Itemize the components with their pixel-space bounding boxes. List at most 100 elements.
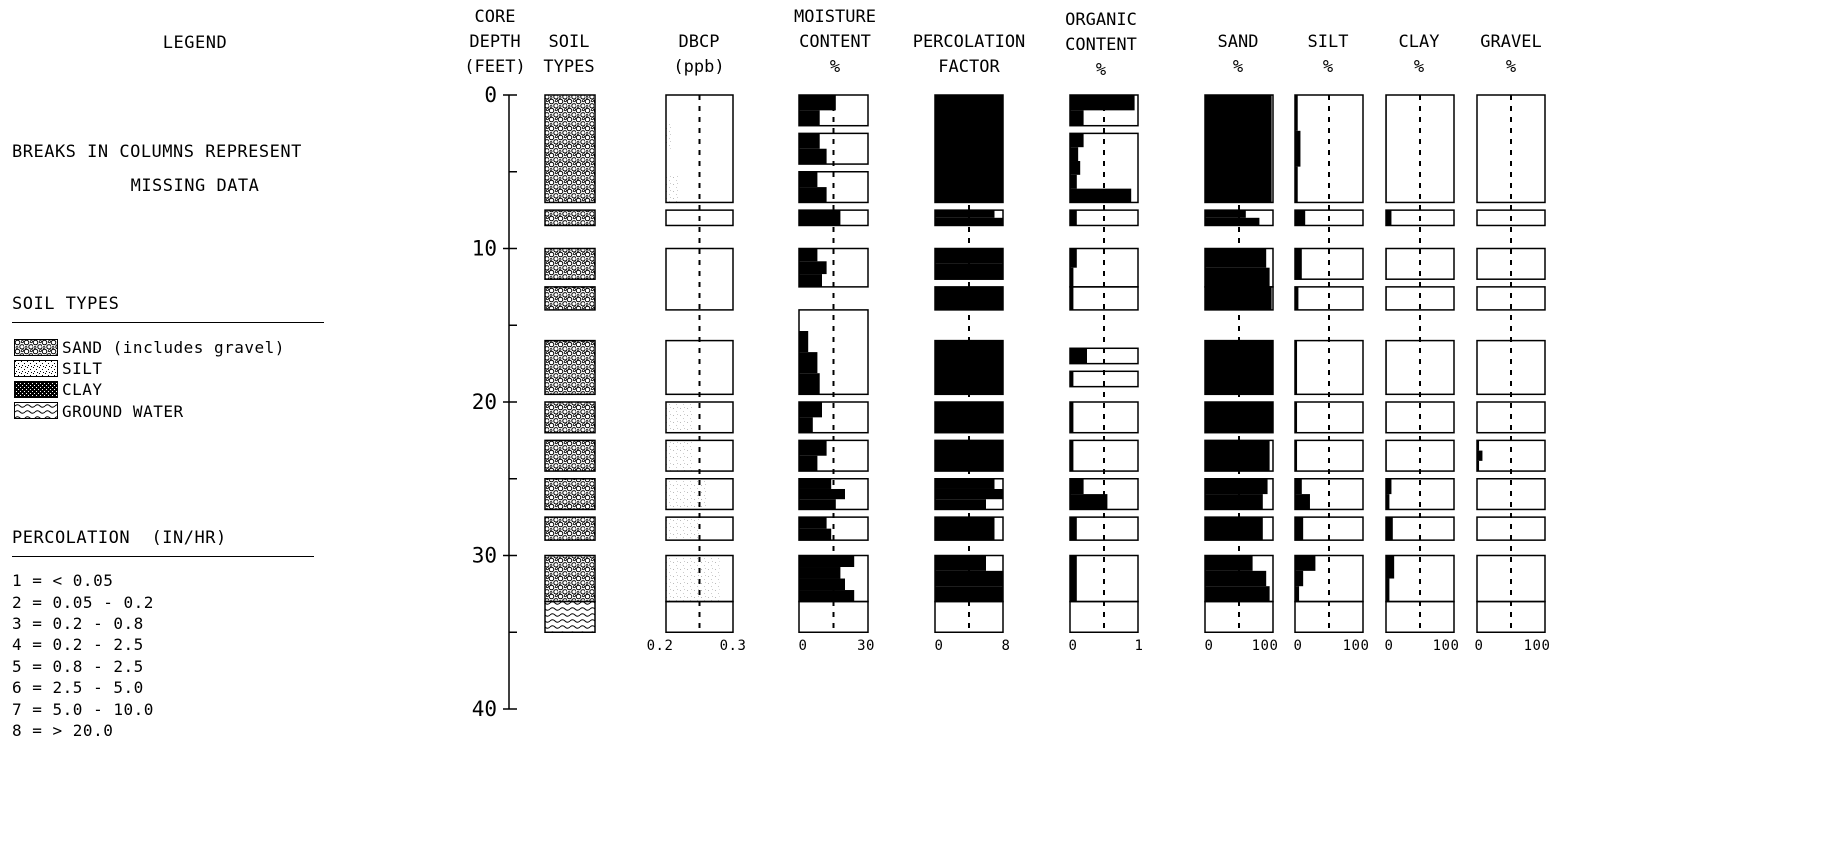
sand-value-bar — [1205, 555, 1253, 571]
moisture-value-bar — [799, 171, 818, 188]
organic-value-bar — [1070, 248, 1077, 268]
percolation-value-bar — [935, 217, 1003, 226]
moisture-value-bar — [799, 373, 820, 395]
organic-value-bar — [1070, 440, 1074, 472]
organic-value-bar — [1070, 371, 1074, 387]
moisture-value-bar — [799, 133, 820, 149]
gravel-column — [1476, 94, 1546, 633]
clay-segment-frame — [1385, 439, 1455, 472]
sand-segment-frame — [1204, 478, 1274, 511]
header-silt: SILT% — [1307, 32, 1349, 77]
percolation-title: PERCOLATION (IN/HR) — [12, 528, 227, 548]
gravel-segment-frame — [1476, 247, 1546, 280]
organic-segment-frame — [1069, 401, 1139, 434]
header-moisture-content: MOISTURE CONTENT% — [794, 7, 876, 77]
organic-value-bar — [1070, 161, 1081, 175]
sand-value-bar — [1205, 517, 1263, 541]
soil-layer-sand — [544, 247, 596, 280]
gravel-scale-min: 0 — [1474, 638, 1484, 654]
organic-segment-frame — [1069, 209, 1139, 227]
gravel-value-bar — [1477, 450, 1483, 461]
clay-segment-frame — [1385, 401, 1455, 434]
percolation-segment-frame — [934, 478, 1004, 511]
moisture-value-bar — [799, 455, 818, 472]
organic-value-bar — [1070, 210, 1077, 226]
moisture-value-bar — [799, 110, 820, 126]
percolation-class-8: 8 = > 20.0 — [12, 721, 114, 740]
percolation-value-bar — [935, 517, 995, 541]
sand-value-bar — [1205, 248, 1267, 268]
soil-type-label-silt: SILT — [62, 359, 103, 378]
header-gravel: GRAVEL% — [1480, 32, 1542, 77]
moisture-segment-frame — [798, 401, 869, 434]
percolation-value-bar — [935, 478, 995, 489]
header-clay: CLAY% — [1398, 32, 1440, 77]
silt-value-bar — [1295, 95, 1298, 131]
percolation-segment-frame — [934, 247, 1004, 280]
sand-value-bar — [1205, 570, 1267, 587]
gravel-segment-frame — [1476, 209, 1546, 227]
header-core-depth: CORE DEPTH (FEET) — [464, 7, 526, 77]
dbcp-segment-frame — [665, 401, 734, 434]
clay-value-bar — [1386, 517, 1393, 541]
gravel-segment-frame — [1476, 439, 1546, 472]
clay-column — [1385, 94, 1455, 633]
soil-type-label-sand: SAND (includes gravel) — [62, 338, 285, 357]
sand-scale-max: 100 — [1251, 638, 1279, 654]
sand-value-bar — [1205, 267, 1270, 287]
depth-tick-label: 10 — [472, 237, 497, 261]
percolation-class-3: 3 = 0.2 - 0.8 — [12, 614, 144, 633]
dbcp-scale-min: 0.2 — [646, 638, 674, 654]
moisture-value-bar — [799, 517, 827, 529]
soil-layer-water — [544, 600, 596, 633]
moisture-value-bar — [799, 440, 827, 456]
silt-value-bar — [1295, 286, 1299, 310]
soil-type-label-ground-water: GROUND WATER — [62, 402, 184, 421]
header-percolation-factor: PERCOLATION FACTOR — [912, 32, 1026, 77]
percolation-class-6: 6 = 2.5 - 5.0 — [12, 678, 144, 697]
silt-value-bar — [1295, 440, 1298, 472]
sand-swatch-icon — [14, 339, 58, 356]
dbcp-segment-frame — [665, 209, 734, 227]
silt-value-bar — [1295, 517, 1304, 541]
percolation-column — [934, 94, 1004, 633]
percolation-class-1: 1 = < 0.05 — [12, 571, 114, 590]
sand-value-bar — [1205, 440, 1270, 472]
moisture-value-bar — [799, 555, 855, 568]
silt-segment-frame — [1294, 478, 1364, 511]
clay-value-bar — [1386, 478, 1392, 495]
silt-scale-min: 0 — [1293, 638, 1303, 654]
organic-value-bar — [1070, 133, 1084, 148]
sand-value-bar — [1205, 217, 1260, 226]
dbcp-value-bar — [666, 517, 700, 541]
silt-value-bar — [1295, 248, 1302, 280]
organic-value-bar — [1070, 95, 1135, 111]
header-organic-content: ORGANIC CONTENT% — [1065, 10, 1137, 80]
moisture-value-bar — [799, 402, 822, 418]
soil-layer-sand — [544, 286, 596, 311]
percolation-value-bar — [935, 555, 986, 571]
gravel-value-bar — [1477, 440, 1480, 451]
organic-scale-min: 0 — [1068, 638, 1078, 654]
soil-types-divider — [12, 322, 324, 323]
sand-segment-frame — [1204, 209, 1274, 227]
silt-column — [1294, 94, 1364, 633]
soil-layer-sand — [544, 209, 596, 227]
dbcp-value-bar — [666, 440, 693, 472]
moisture-value-bar — [799, 488, 845, 500]
header-sand: SAND% — [1217, 32, 1259, 77]
ground-water-swatch-icon — [14, 402, 58, 419]
clay-scale-min: 0 — [1384, 638, 1394, 654]
organic-value-bar — [1070, 478, 1084, 495]
sand-value-bar — [1205, 210, 1246, 218]
sand-column — [1204, 94, 1274, 633]
gravel-value-bar — [1477, 460, 1480, 472]
depth-tick-label: 20 — [472, 390, 497, 414]
organic-value-bar — [1070, 555, 1077, 602]
moisture-value-bar — [799, 499, 836, 510]
gravel-segment-frame — [1476, 478, 1546, 511]
organic-segment-frame — [1069, 439, 1139, 472]
soil-types-title: SOIL TYPES — [12, 294, 120, 314]
moisture-value-bar — [799, 478, 832, 489]
